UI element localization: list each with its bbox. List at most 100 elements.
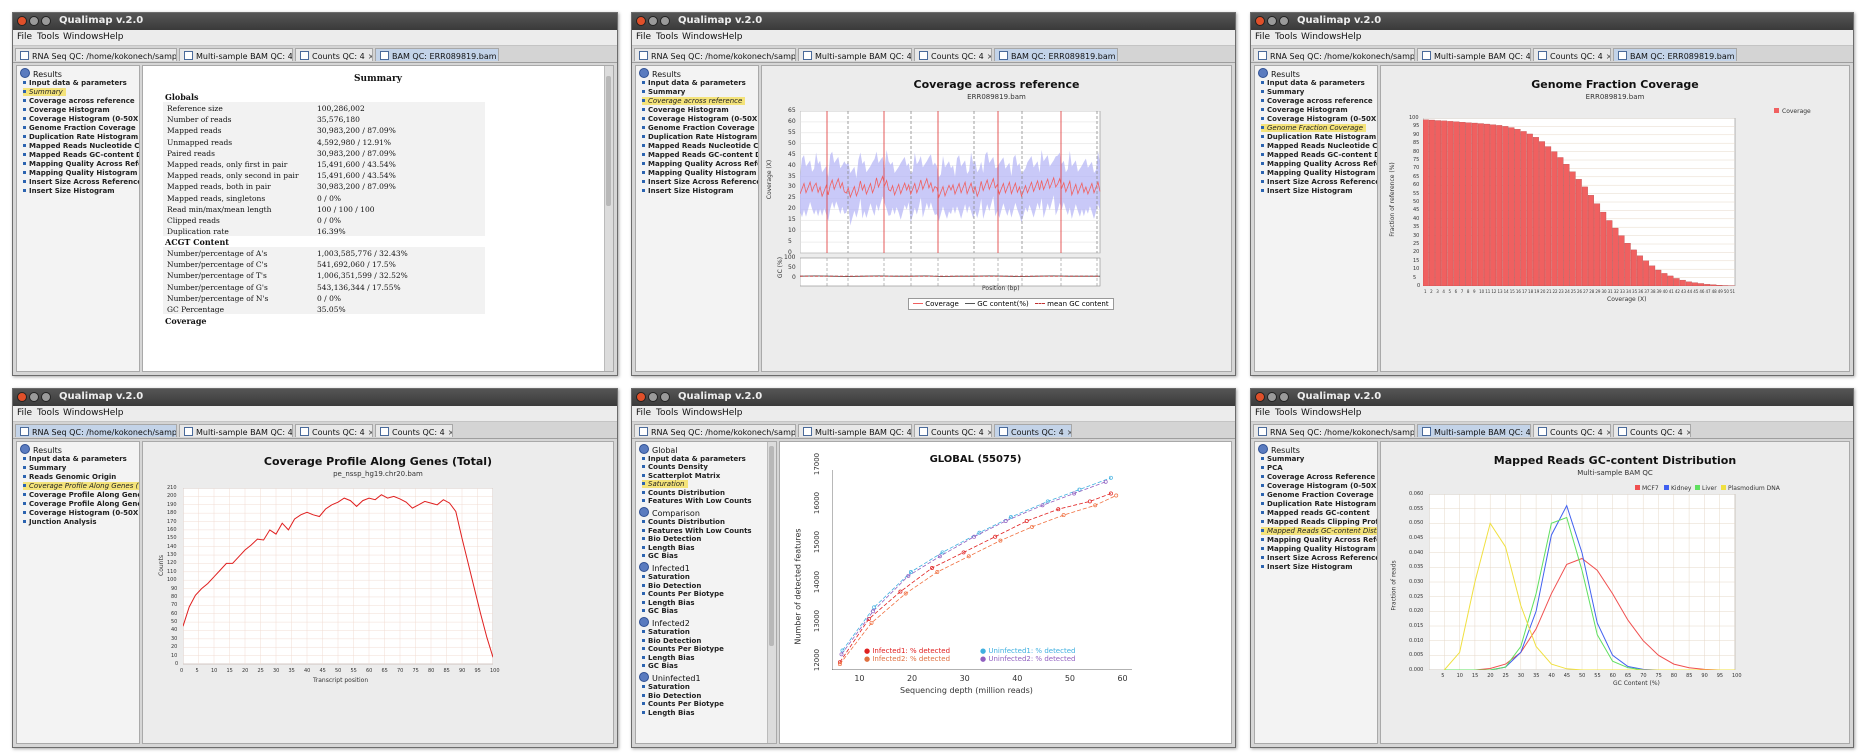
sidebar-item[interactable]: Counts Per Biotype bbox=[642, 700, 724, 708]
menu-windows[interactable]: Windows bbox=[682, 32, 723, 42]
sidebar-item-summary[interactable]: Summary bbox=[1261, 88, 1304, 96]
sidebar-scrollbar[interactable] bbox=[767, 442, 776, 743]
sidebar-item-duplication-rate[interactable]: Duplication Rate Histogram bbox=[23, 133, 138, 141]
menu-file[interactable]: File bbox=[636, 32, 652, 42]
menu-tools[interactable]: Tools bbox=[37, 408, 60, 418]
scroll-thumb[interactable] bbox=[769, 446, 774, 646]
sidebar-item-duplication-rate[interactable]: Duplication Rate Histogram bbox=[1261, 500, 1376, 508]
scroll-thumb[interactable] bbox=[606, 76, 611, 206]
sidebar-item[interactable]: Counts Density bbox=[642, 463, 708, 471]
sidebar-item-genome-fraction[interactable]: Genome Fraction Coverage bbox=[1261, 124, 1367, 132]
sidebar-item[interactable]: Input data & parameters bbox=[642, 455, 746, 463]
sidebar-item-insert-size-histogram[interactable]: Insert Size Histogram bbox=[642, 187, 734, 195]
tab-counts-qc[interactable]: Counts QC: 4× bbox=[295, 424, 373, 437]
sidebar-item-genome-fraction[interactable]: Genome Fraction Coverage bbox=[23, 124, 136, 132]
menu-help[interactable]: Help bbox=[722, 32, 743, 42]
sidebar-item-mapping-quality-histogram[interactable]: Mapping Quality Histogram bbox=[1261, 545, 1375, 553]
menu-tools[interactable]: Tools bbox=[37, 32, 60, 42]
sidebar-item-insert-size-across[interactable]: Insert Size Across Reference bbox=[1261, 554, 1377, 562]
sidebar-item-coverage-histogram[interactable]: Coverage Histogram bbox=[23, 106, 110, 114]
tab-counts-qc[interactable]: Counts QC: 4× bbox=[914, 48, 992, 61]
sidebar-item-coverage-histogram-50x[interactable]: Coverage Histogram (0-50X) bbox=[642, 115, 758, 123]
sidebar-item[interactable]: Features With Low Counts bbox=[642, 497, 752, 505]
sidebar-item[interactable]: Length Bias bbox=[642, 654, 695, 662]
sidebar-item-duplication-rate[interactable]: Duplication Rate Histogram bbox=[642, 133, 757, 141]
close-tab-icon[interactable]: × bbox=[368, 52, 372, 61]
minimize-window-button[interactable] bbox=[648, 16, 658, 26]
sidebar-item-gc-content[interactable]: Mapped Reads GC-content Distributi bbox=[642, 151, 758, 159]
tab-multisample-bam-qc[interactable]: Multi-sample BAM QC: 4× bbox=[1417, 424, 1531, 437]
sidebar-item-coverage-histogram[interactable]: Coverage Histogram bbox=[642, 106, 729, 114]
close-window-button[interactable] bbox=[17, 392, 27, 402]
sidebar-item[interactable]: Saturation bbox=[642, 683, 690, 691]
sidebar-item-coverage-across-reference[interactable]: Coverage Across Reference bbox=[1261, 473, 1375, 481]
sidebar-item[interactable]: GC Bias bbox=[642, 552, 678, 560]
minimize-window-button[interactable] bbox=[1267, 16, 1277, 26]
tab-multisample-bam-qc[interactable]: Multi-sample BAM QC: 4× bbox=[1417, 48, 1531, 61]
maximize-window-button[interactable] bbox=[41, 16, 51, 26]
sidebar-item[interactable]: Saturation bbox=[642, 573, 690, 581]
sidebar-item[interactable]: Scatterplot Matrix bbox=[642, 472, 720, 480]
sidebar-item-coverage-histogram-50x[interactable]: Coverage Histogram (0-50X) bbox=[23, 509, 139, 517]
sidebar-item-junction-analysis[interactable]: Junction Analysis bbox=[23, 518, 97, 526]
tab-bam-qc[interactable]: BAM QC: ERR089819.bam× bbox=[1613, 48, 1737, 61]
group-uninfected1[interactable]: Uninfected1 bbox=[639, 672, 701, 683]
sidebar-item[interactable]: Counts Distribution bbox=[642, 518, 725, 526]
sidebar-item-summary[interactable]: Summary bbox=[23, 464, 66, 472]
sidebar-item-input-data[interactable]: Input data & parameters bbox=[23, 79, 127, 87]
minimize-window-button[interactable] bbox=[29, 392, 39, 402]
minimize-window-button[interactable] bbox=[1267, 392, 1277, 402]
close-tab-icon[interactable]: × bbox=[1686, 428, 1690, 437]
sidebar-item-coverage-profile-total[interactable]: Coverage Profile Along Genes (Total) bbox=[23, 482, 139, 490]
group-infected2[interactable]: Infected2 bbox=[639, 617, 690, 628]
sidebar-item-genomic-origin[interactable]: Reads Genomic Origin bbox=[23, 473, 116, 481]
sidebar-item[interactable]: Bio Detection bbox=[642, 582, 701, 590]
maximize-window-button[interactable] bbox=[1279, 16, 1289, 26]
sidebar-item-coverage-across-reference[interactable]: Coverage across reference bbox=[642, 97, 746, 105]
tab-multisample-bam-qc[interactable]: Multi-sample BAM QC: 4× bbox=[798, 48, 912, 61]
close-tab-icon[interactable]: × bbox=[368, 428, 372, 437]
sidebar-item[interactable]: GC Bias bbox=[642, 607, 678, 615]
sidebar-item-input-data[interactable]: Input data & parameters bbox=[23, 455, 127, 463]
sidebar-item[interactable]: Saturation bbox=[642, 480, 688, 489]
results-heading[interactable]: Results bbox=[1258, 68, 1300, 79]
sidebar-item[interactable]: Counts Distribution bbox=[642, 489, 725, 497]
sidebar-item-mapping-quality-histogram[interactable]: Mapping Quality Histogram bbox=[23, 169, 137, 177]
tab-rnaseq-qc[interactable]: RNA Seq QC: /home/kokonech/sampl...× bbox=[634, 424, 796, 437]
menu-tools[interactable]: Tools bbox=[656, 408, 679, 418]
sidebar-item-coverage-histogram[interactable]: Coverage Histogram bbox=[1261, 106, 1348, 114]
sidebar-item-insert-size-across[interactable]: Insert Size Across Reference bbox=[642, 178, 758, 186]
sidebar-item[interactable]: GC Bias bbox=[642, 662, 678, 670]
menu-windows[interactable]: Windows bbox=[1301, 408, 1342, 418]
sidebar-item-input-data[interactable]: Input data & parameters bbox=[642, 79, 746, 87]
sidebar-item-coverage-profile-high[interactable]: Coverage Profile Along Genes (High bbox=[23, 500, 139, 508]
sidebar-item-mapping-quality-histogram[interactable]: Mapping Quality Histogram bbox=[1261, 169, 1375, 177]
close-tab-icon[interactable]: × bbox=[987, 428, 991, 437]
results-heading[interactable]: Results bbox=[1258, 444, 1300, 455]
sidebar-item-insert-size-across[interactable]: Insert Size Across Reference bbox=[1261, 178, 1377, 186]
sidebar-item-clipping-profile[interactable]: Mapped Reads Clipping Profile bbox=[1261, 518, 1377, 526]
close-tab-icon[interactable]: × bbox=[1606, 428, 1610, 437]
tab-counts-qc-2[interactable]: Counts QC: 4× bbox=[1613, 424, 1691, 437]
close-window-button[interactable] bbox=[17, 16, 27, 26]
sidebar-item-summary[interactable]: Summary bbox=[23, 88, 66, 96]
close-window-button[interactable] bbox=[1255, 16, 1265, 26]
tab-counts-qc-2[interactable]: Counts QC: 4× bbox=[375, 424, 453, 437]
menu-help[interactable]: Help bbox=[1341, 408, 1362, 418]
maximize-window-button[interactable] bbox=[660, 392, 670, 402]
menu-help[interactable]: Help bbox=[1341, 32, 1362, 42]
menu-help[interactable]: Help bbox=[722, 408, 743, 418]
tab-multisample-bam-qc[interactable]: Multi-sample BAM QC: 4× bbox=[179, 424, 293, 437]
sidebar-item-coverage-profile-low[interactable]: Coverage Profile Along Genes (Low) bbox=[23, 491, 139, 499]
menu-file[interactable]: File bbox=[636, 408, 652, 418]
tab-counts-qc-2[interactable]: Counts QC: 4× bbox=[994, 424, 1072, 437]
sidebar-item-coverage-histogram-50x[interactable]: Coverage Histogram (0-50X) bbox=[23, 115, 139, 123]
maximize-window-button[interactable] bbox=[41, 392, 51, 402]
sidebar-item[interactable]: Length Bias bbox=[642, 544, 695, 552]
close-tab-icon[interactable]: × bbox=[448, 428, 452, 437]
tab-rnaseq-qc[interactable]: RNA Seq QC: /home/kokonech/sampl...× bbox=[1253, 48, 1415, 61]
sidebar-item-coverage-across-reference[interactable]: Coverage across reference bbox=[1261, 97, 1373, 105]
sidebar-item-summary[interactable]: Summary bbox=[1261, 455, 1304, 463]
minimize-window-button[interactable] bbox=[29, 16, 39, 26]
close-tab-icon[interactable]: × bbox=[987, 52, 991, 61]
